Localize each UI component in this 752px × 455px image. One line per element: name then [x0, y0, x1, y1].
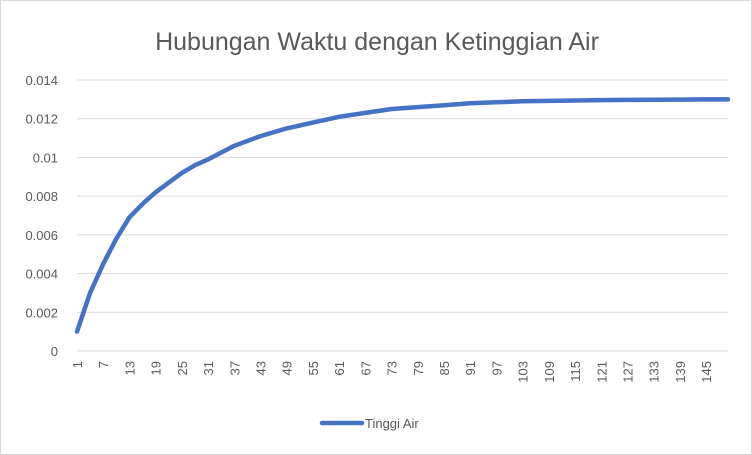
x-tick-label: 139: [673, 361, 688, 383]
series-group: [74, 97, 731, 334]
y-tick-label: 0.004: [25, 267, 58, 282]
x-tick-label: 91: [463, 361, 478, 375]
x-tick-label: 61: [332, 361, 347, 375]
x-tick-label: 97: [489, 361, 504, 375]
y-tick-label: 0.01: [33, 150, 58, 165]
x-tick-label: 145: [699, 361, 714, 383]
y-tick-label: 0: [51, 344, 58, 359]
x-tick-label: 25: [175, 361, 190, 375]
x-tick-label: 133: [647, 361, 662, 383]
x-tick-label: 49: [280, 361, 295, 375]
x-tick-label: 43: [254, 361, 269, 375]
x-tick-label: 19: [149, 361, 164, 375]
x-tick-label: 109: [542, 361, 557, 383]
x-tick-label: 1: [70, 361, 85, 368]
x-tick-label: 103: [516, 361, 531, 383]
x-tick-label: 85: [437, 361, 452, 375]
chart-title: Hubungan Waktu dengan Ketinggian Air: [155, 28, 599, 56]
x-tick-label: 115: [568, 361, 583, 382]
x-tick-label: 31: [201, 361, 216, 375]
x-tick-label: 121: [594, 361, 609, 383]
y-tick-label: 0.012: [25, 112, 58, 127]
gridlines: [77, 79, 728, 313]
y-tick-label: 0.014: [25, 73, 58, 88]
x-tick-label: 7: [96, 361, 111, 368]
x-tick-label: 55: [306, 361, 321, 375]
legend-label: Tinggi Air: [365, 416, 419, 431]
y-tick-label: 0.006: [25, 228, 58, 243]
x-tick-label: 79: [411, 361, 426, 375]
x-tick-label: 37: [227, 361, 242, 375]
y-tick-label: 0.008: [25, 189, 58, 204]
x-tick-label: 73: [385, 361, 400, 375]
x-axis-ticks: 1 7 13 19 25 31 37 43 49 55 61 67 73 79 85 91 97 103 109 11…: [70, 361, 714, 383]
x-tick-label: 67: [358, 361, 373, 375]
x-tick-label: 127: [621, 361, 636, 383]
legend: Tinggi Air: [319, 416, 419, 431]
y-axis-ticks: 0 0.002 0.004 0.006 0.008 0.01 0.012 0.014: [25, 73, 58, 359]
y-tick-label: 0.002: [25, 305, 58, 320]
series-line: [74, 97, 731, 334]
x-tick-label: 13: [122, 361, 137, 375]
